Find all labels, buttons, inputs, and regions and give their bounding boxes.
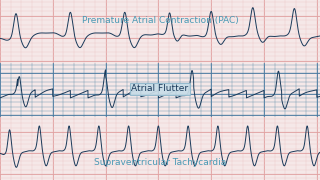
Text: Atrial Flutter: Atrial Flutter: [132, 84, 188, 93]
Text: Premature Atrial Contraction (PAC): Premature Atrial Contraction (PAC): [82, 16, 238, 25]
Text: Supraventricular Tachycardia: Supraventricular Tachycardia: [94, 158, 226, 167]
